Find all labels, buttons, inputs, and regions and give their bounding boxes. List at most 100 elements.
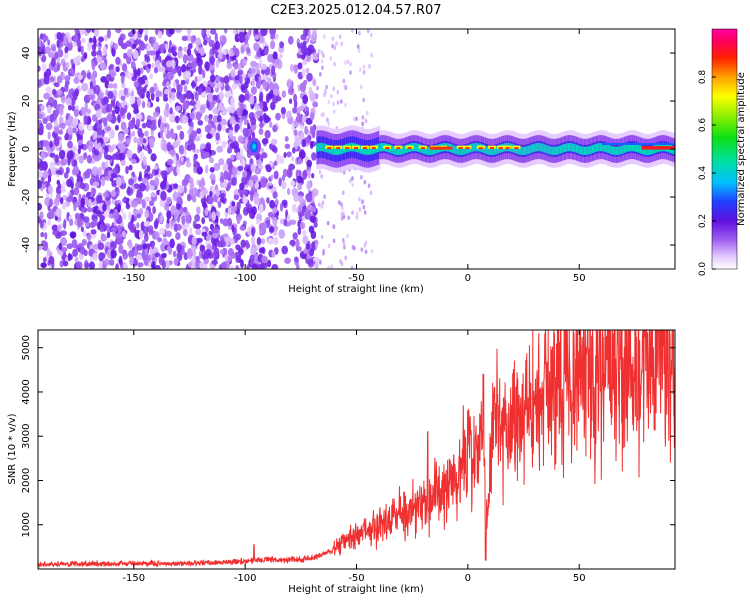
heatmap-cell (360, 247, 364, 252)
heatmap-band (472, 143, 476, 152)
heatmap-cell (54, 51, 59, 59)
y-tick-label: 40 (21, 47, 32, 60)
heatmap-cell (206, 252, 211, 258)
heatmap-cell (86, 154, 93, 164)
heatmap-cell (73, 187, 80, 196)
heatmap-cell (309, 112, 315, 121)
heatmap-cell (67, 140, 73, 149)
heatmap-cell (224, 29, 228, 34)
heatmap-cell (180, 79, 186, 86)
heatmap-cell (231, 166, 238, 176)
heatmap-cell (237, 254, 242, 263)
heatmap-cell (237, 246, 243, 256)
heatmap-cell (316, 263, 319, 269)
heatmap-cell (173, 190, 177, 200)
heatmap-cell (40, 232, 45, 238)
heatmap-cell (169, 29, 175, 35)
heatmap-cell (308, 248, 315, 257)
heatmap-cell (173, 183, 179, 190)
heatmap-cell (113, 82, 118, 89)
heatmap-cell (95, 109, 102, 119)
heatmap-cell (188, 43, 193, 50)
heatmap-band (565, 143, 568, 152)
colorbar-label: Normalized spectral amplitude (736, 72, 747, 226)
heatmap-cell (186, 71, 191, 79)
heatmap-highlight (478, 147, 483, 150)
heatmap-cell (236, 216, 241, 225)
heatmap-cell (82, 230, 87, 237)
heatmap-cell (319, 72, 322, 77)
heatmap-cell (164, 88, 170, 95)
heatmap-band (593, 144, 596, 153)
heatmap-cell (207, 196, 214, 205)
heatmap-cell (209, 190, 213, 198)
heatmap-cell (272, 124, 278, 132)
heatmap-cell (58, 122, 66, 129)
heatmap-cell (161, 142, 168, 152)
heatmap-cell (83, 152, 88, 159)
heatmap-cell (342, 190, 345, 196)
heatmap-cell (259, 122, 264, 129)
heatmap-cell (163, 126, 168, 136)
heatmap-cell (370, 249, 374, 254)
heatmap-band (551, 146, 554, 155)
heatmap-cell (275, 96, 282, 102)
heatmap-cell (137, 67, 141, 77)
heatmap-band (452, 145, 456, 154)
heatmap-cell (167, 167, 172, 174)
heatmap-band (519, 146, 522, 155)
heatmap-cell (258, 164, 264, 170)
heatmap-band (456, 146, 460, 155)
heatmap-cell (194, 76, 198, 85)
heatmap-cell (257, 63, 262, 70)
heatmap-band (546, 145, 549, 154)
heatmap-cell (55, 207, 62, 218)
heatmap-cell (166, 81, 170, 88)
heatmap-band (595, 143, 599, 152)
heatmap-cell (126, 149, 133, 159)
heatmap-cell (289, 239, 296, 246)
heatmap-cell (144, 226, 148, 237)
heatmap-cell (131, 117, 136, 125)
heatmap-band (645, 146, 648, 155)
heatmap-band (365, 146, 369, 155)
heatmap-cell (188, 177, 194, 184)
heatmap-cell (63, 35, 67, 45)
heatmap-cell (80, 226, 84, 233)
heatmap-cell (230, 265, 234, 269)
heatmap-cell (349, 61, 352, 67)
heatmap-cell (169, 238, 175, 249)
heatmap-cell (211, 259, 218, 265)
heatmap-band (562, 144, 565, 153)
heatmap-cell (114, 186, 119, 193)
heatmap-cell (166, 141, 172, 152)
heatmap-band (381, 143, 385, 152)
heatmap-cell (108, 65, 114, 71)
heatmap-cell (255, 219, 261, 225)
heatmap-cell (65, 113, 69, 121)
heatmap-cell (200, 143, 207, 150)
heatmap-cell (311, 152, 317, 161)
heatmap-cell (110, 99, 116, 107)
heatmap-cell (330, 93, 333, 99)
heatmap-band (524, 146, 528, 155)
heatmap-cell (369, 190, 373, 196)
heatmap-cell (162, 81, 168, 87)
heatmap-cell (38, 171, 44, 178)
heatmap-cell (302, 94, 309, 105)
heatmap-cell (161, 252, 167, 259)
heatmap-cell (122, 212, 127, 220)
heatmap-cell (49, 113, 54, 124)
heatmap-cell (43, 92, 50, 100)
heatmap-band (333, 146, 337, 155)
heatmap-cell (88, 94, 94, 100)
heatmap-cell (315, 243, 319, 248)
heatmap-cell (126, 48, 133, 58)
heatmap-cell (82, 216, 90, 223)
heatmap-cell (135, 254, 143, 261)
heatmap-cell (325, 84, 328, 90)
heatmap-cell (187, 129, 192, 135)
heatmap-cell (219, 249, 225, 255)
heatmap-highlight (336, 147, 341, 150)
heatmap-cell (271, 65, 276, 76)
